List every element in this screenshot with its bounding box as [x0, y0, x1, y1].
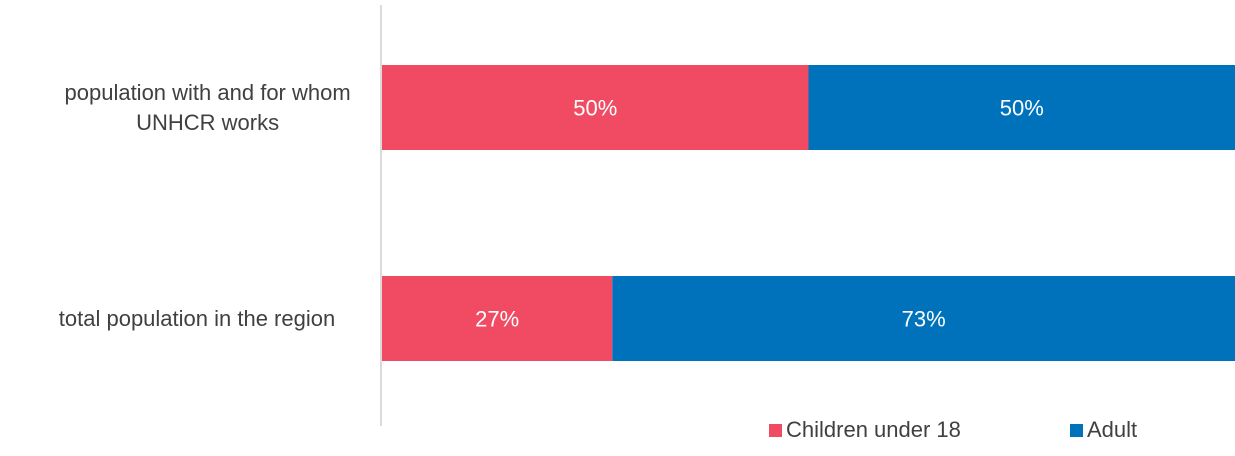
category-label: population with and for whom UNHCR works	[65, 80, 351, 135]
data-label: 73%	[902, 306, 946, 331]
legend-label: Adult	[1087, 417, 1137, 442]
category-label-line: population with and for whom	[65, 80, 351, 105]
category-label-line: total population in the region	[59, 306, 335, 331]
data-label: 50%	[1000, 95, 1044, 120]
category-label-line: UNHCR works	[136, 110, 279, 135]
legend-item: Adult	[1070, 417, 1137, 442]
legend-label: Children under 18	[786, 417, 961, 442]
category-labels: population with and for whom UNHCR works t…	[59, 80, 351, 331]
data-label: 27%	[475, 306, 519, 331]
legend-swatch	[1070, 424, 1083, 437]
category-label: total population in the region	[59, 306, 335, 331]
data-label: 50%	[573, 95, 617, 120]
legend-swatch	[769, 424, 782, 437]
legend-item: Children under 18	[769, 417, 961, 442]
legend: Children under 18 Adult	[769, 417, 1137, 442]
